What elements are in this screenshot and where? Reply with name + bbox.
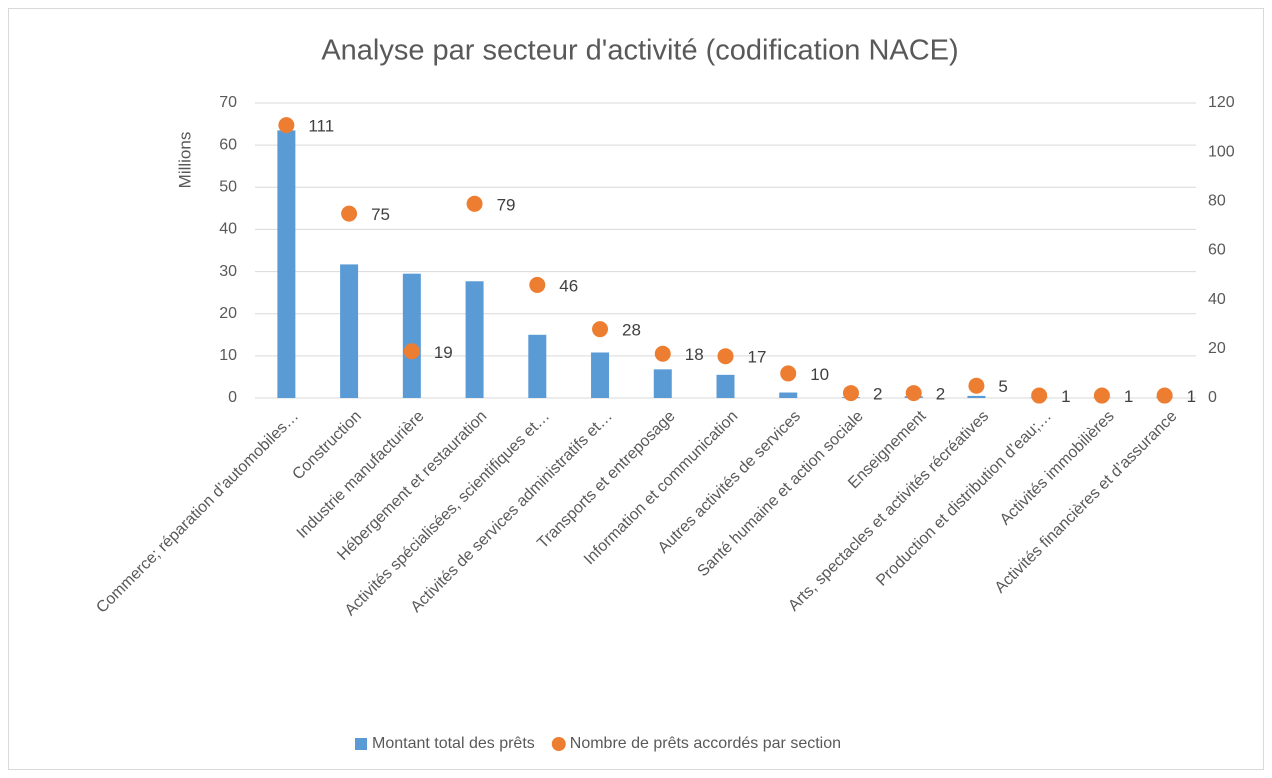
bar xyxy=(465,281,484,398)
dot xyxy=(592,321,609,338)
y2-tick-label: 40 xyxy=(1208,291,1226,308)
data-label: 2 xyxy=(936,385,945,404)
data-label: 1 xyxy=(1061,387,1070,406)
chart-title: Analyse par secteur d'activité (codifica… xyxy=(321,35,958,67)
chart-border xyxy=(8,8,1264,770)
y-tick-label: 30 xyxy=(219,263,237,280)
data-label: 19 xyxy=(434,343,453,362)
y-axis-label: Millions xyxy=(175,132,194,189)
dot xyxy=(341,205,358,222)
data-label: 5 xyxy=(998,377,1007,396)
legend-label: Montant total des prêts xyxy=(372,735,535,752)
data-label: 1 xyxy=(1124,387,1133,406)
bar xyxy=(591,352,610,398)
y-tick-label: 10 xyxy=(219,347,237,364)
y2-tick-label: 0 xyxy=(1208,389,1217,406)
data-label: 111 xyxy=(308,117,334,136)
bar xyxy=(779,392,798,398)
y-tick-label: 60 xyxy=(219,136,237,153)
bar xyxy=(402,273,421,398)
dot xyxy=(403,343,420,360)
bar xyxy=(340,264,359,398)
dot xyxy=(905,385,922,402)
data-label: 18 xyxy=(685,345,704,364)
data-label: 46 xyxy=(559,276,578,295)
legend-swatch xyxy=(355,738,367,750)
y-tick-label: 20 xyxy=(219,305,237,322)
data-label: 75 xyxy=(371,205,390,224)
bar xyxy=(528,334,547,398)
dot xyxy=(1031,387,1048,404)
data-label: 1 xyxy=(1187,387,1196,406)
dot xyxy=(466,195,483,212)
y-tick-label: 70 xyxy=(219,94,237,111)
y2-tick-label: 80 xyxy=(1208,193,1226,210)
data-label: 2 xyxy=(873,385,882,404)
y2-tick-label: 120 xyxy=(1208,94,1235,111)
dot xyxy=(1093,387,1110,404)
bar xyxy=(716,374,735,398)
bar xyxy=(653,369,672,398)
data-label: 79 xyxy=(497,195,516,214)
dot xyxy=(717,348,734,365)
data-label: 10 xyxy=(810,365,829,384)
data-label: 28 xyxy=(622,321,641,340)
y2-tick-label: 100 xyxy=(1208,143,1235,160)
dot xyxy=(1156,387,1173,404)
y-tick-label: 0 xyxy=(228,389,237,406)
dot xyxy=(842,385,859,402)
y2-tick-label: 60 xyxy=(1208,242,1226,259)
data-label: 17 xyxy=(748,348,767,367)
dot xyxy=(529,276,546,293)
dot xyxy=(654,345,671,362)
legend-label: Nombre de prêts accordés par section xyxy=(570,735,841,752)
y-tick-label: 40 xyxy=(219,221,237,238)
y-tick-label: 50 xyxy=(219,179,237,196)
legend-swatch xyxy=(551,737,566,751)
bar xyxy=(967,395,986,398)
dot xyxy=(780,365,797,382)
bar xyxy=(277,130,296,398)
y2-tick-label: 20 xyxy=(1208,340,1226,357)
dot xyxy=(968,377,985,394)
dot xyxy=(278,117,295,134)
